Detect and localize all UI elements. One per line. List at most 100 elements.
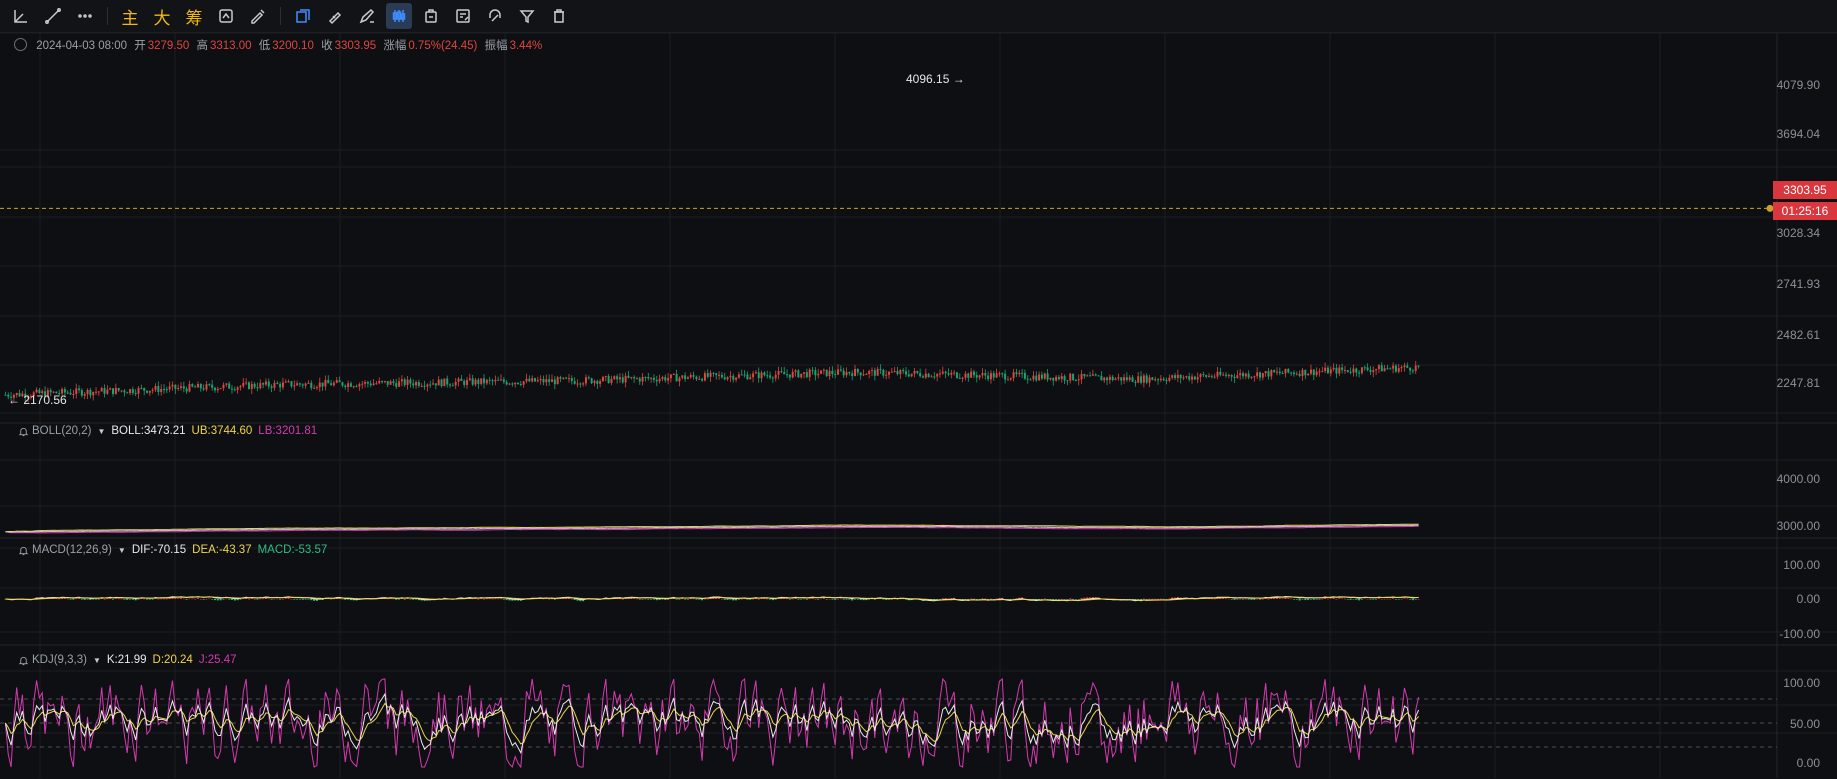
eraser-draw-icon[interactable] [245, 3, 271, 29]
candle-body [213, 387, 216, 391]
candle-body [1244, 373, 1247, 377]
macd-bar [664, 599, 667, 600]
candle-body [607, 376, 610, 384]
replay-icon[interactable] [213, 3, 239, 29]
info-collapse-icon[interactable] [14, 38, 27, 51]
chips-label[interactable]: 筹 [185, 8, 203, 28]
macd-bar [675, 599, 678, 600]
candle-body [686, 377, 689, 379]
candle-body [576, 383, 579, 385]
candle-body [1247, 373, 1250, 378]
candle-body [262, 383, 265, 385]
template-icon[interactable] [450, 3, 476, 29]
macd-bar [885, 599, 888, 600]
macd-bar [1142, 598, 1145, 600]
candle-body [63, 389, 66, 393]
macd-bar [859, 599, 862, 600]
macd-bar [146, 599, 149, 600]
macd-bar [800, 599, 803, 600]
macd-bar [1148, 598, 1151, 600]
kdj-caret-icon[interactable]: ▼ [92, 655, 101, 665]
macd-bar [936, 599, 939, 600]
candle-body [491, 380, 494, 382]
pen-icon[interactable] [354, 3, 380, 29]
candle-body [1140, 376, 1143, 383]
magnet-icon[interactable] [482, 3, 508, 29]
trash-icon[interactable] [546, 3, 572, 29]
boll-caret-icon[interactable]: ▼ [97, 426, 106, 436]
large-label[interactable]: 大 [153, 8, 171, 28]
macd-bar [1290, 598, 1293, 600]
candle-body [703, 373, 706, 381]
macd-bar [301, 599, 304, 600]
candle-body [737, 374, 740, 378]
candle-body [259, 383, 262, 389]
macd-bar [290, 598, 293, 600]
kdj-d-line [4, 702, 1419, 745]
kline-chart[interactable]: 4079.90 3694.04 3028.34 2741.93 2482.61 2247.… [0, 33, 1837, 779]
price-axis-label: 2741.93 [1777, 277, 1821, 291]
macd-bar [831, 599, 834, 600]
candle-body [477, 379, 480, 384]
candle-body [66, 392, 69, 394]
macd-name[interactable]: MACD(12,26,9) [32, 544, 112, 556]
macd-bar [78, 598, 81, 599]
candle-body [517, 382, 519, 384]
candle-body [1267, 371, 1270, 377]
candle-body [941, 371, 944, 374]
copy-icon[interactable] [290, 3, 316, 29]
candles-icon[interactable] [386, 3, 412, 29]
bell-icon[interactable] [18, 426, 29, 437]
candle-body [1182, 377, 1185, 379]
bag-icon[interactable] [418, 3, 444, 29]
macd-bar [1038, 599, 1041, 600]
macd-bar [1414, 599, 1417, 600]
candle-body [239, 386, 242, 388]
candle-body [106, 389, 109, 394]
macd-bar [1057, 599, 1060, 600]
macd-axis-label: 0.00 [1797, 592, 1821, 606]
ohlc-info: 2024-04-03 08:00 开 3279.50 高 3313.00 低 3200… [14, 37, 546, 53]
candle-body [148, 390, 151, 393]
candle-body [83, 393, 86, 396]
candle-body [1270, 370, 1273, 377]
brush-icon[interactable] [322, 3, 348, 29]
macd-bar [211, 599, 214, 600]
macd-bar [180, 598, 182, 599]
candle-body [613, 376, 616, 379]
macd-bar [80, 599, 83, 600]
boll-mid-line [5, 524, 1419, 533]
kdj-name[interactable]: KDJ(9,3,3) [32, 654, 87, 666]
macd-bar [61, 597, 64, 599]
candle-body [100, 388, 103, 392]
bell-icon[interactable] [18, 545, 29, 556]
macd-caret-icon[interactable]: ▼ [117, 545, 126, 555]
macd-bar [1233, 599, 1236, 600]
trend-line-icon[interactable] [40, 3, 66, 29]
bell-icon[interactable] [18, 655, 29, 666]
candle-body [398, 381, 401, 387]
filter-icon[interactable] [514, 3, 540, 29]
macd-bar [834, 599, 837, 600]
macd-bar [296, 599, 299, 600]
main-label[interactable]: 主 [121, 8, 139, 28]
more-icon[interactable] [72, 3, 98, 29]
candle-body [1295, 373, 1298, 375]
ruler-icon[interactable] [8, 3, 34, 29]
candle-body [1165, 380, 1168, 382]
candle-body [805, 372, 808, 378]
macd-bar [1326, 598, 1329, 600]
candle-body [451, 385, 454, 387]
macd-bar [157, 598, 160, 600]
candle-body [480, 378, 483, 384]
boll-name[interactable]: BOLL(20,2) [32, 425, 92, 437]
candle-body [1392, 365, 1395, 369]
macd-bar [1159, 598, 1162, 600]
macd-bar [689, 598, 692, 600]
candle-body [1171, 375, 1174, 378]
macd-bar [1213, 598, 1216, 600]
candle-body [1057, 376, 1060, 380]
candle-body [222, 384, 225, 389]
candle-body [1400, 367, 1403, 369]
candle-body [1278, 371, 1281, 374]
